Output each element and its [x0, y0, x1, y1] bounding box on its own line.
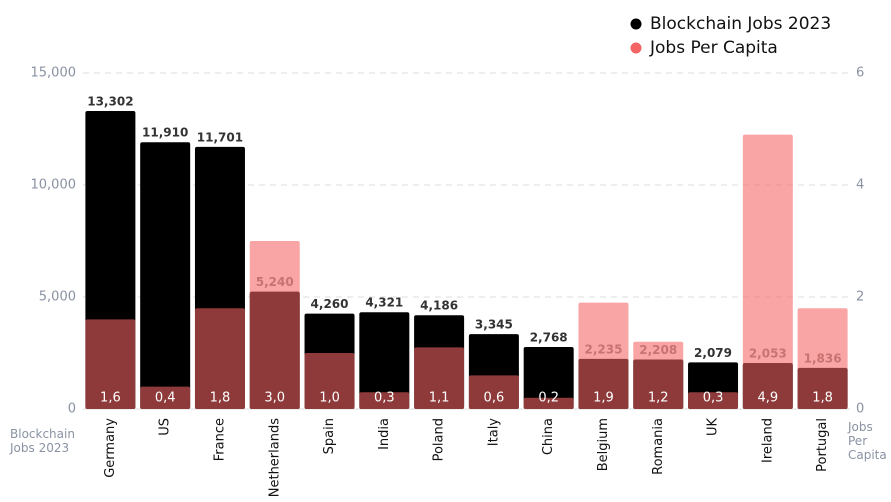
- x-tick-label: India: [377, 418, 392, 450]
- per-capita-label: 1,1: [429, 391, 450, 406]
- y-tick-label: 10,000: [31, 178, 77, 193]
- per-capita-label: 1,2: [648, 391, 669, 406]
- x-tick-label: Spain: [322, 418, 337, 454]
- y2-tick-label: 6: [856, 66, 864, 81]
- per-capita-label: 0,6: [484, 391, 505, 406]
- per-capita-bar: [468, 375, 519, 409]
- per-capita-bar: [85, 319, 136, 409]
- legend-marker: [630, 42, 642, 54]
- per-capita-label: 1,8: [210, 391, 231, 406]
- jobs-label: 1,836: [804, 351, 842, 365]
- jobs-label: 11,910: [142, 126, 188, 140]
- legend-label: Blockchain Jobs 2023: [650, 14, 831, 34]
- y-axis-title: Blockchain Jobs 2023: [9, 427, 75, 455]
- per-capita-label: 1,9: [593, 391, 614, 406]
- per-capita-bar: [633, 341, 684, 409]
- per-capita-label: 0,3: [374, 391, 395, 406]
- per-capita-bar: [523, 397, 574, 409]
- y2-tick-label: 0: [856, 402, 864, 417]
- jobs-bar: [140, 142, 191, 409]
- jobs-label: 5,240: [256, 275, 294, 289]
- jobs-label: 2,768: [530, 330, 568, 344]
- y-tick-label: 5,000: [39, 290, 76, 305]
- y2-axis-title: Jobs Per Capita: [847, 420, 887, 462]
- per-capita-label: 3,0: [264, 391, 285, 406]
- jobs-label: 4,186: [420, 299, 458, 313]
- per-capita-bar: [742, 134, 793, 409]
- x-tick-label: France: [212, 418, 227, 461]
- jobs-bar: [359, 312, 410, 409]
- jobs-label: 13,302: [87, 95, 133, 109]
- jobs-bar: [523, 346, 574, 409]
- x-tick-label: Poland: [432, 418, 447, 461]
- legend-label: Jobs Per Capita: [649, 38, 778, 58]
- jobs-label: 2,053: [749, 347, 787, 361]
- y2-tick-label: 2: [856, 290, 864, 305]
- per-capita-bar: [414, 347, 465, 409]
- x-tick-label: Netherlands: [267, 418, 282, 497]
- jobs-label: 4,260: [311, 297, 349, 311]
- per-capita-label: 0,4: [155, 391, 176, 406]
- x-tick-label: UK: [706, 418, 721, 437]
- per-capita-label: 0,3: [703, 391, 724, 406]
- legend-marker: [630, 18, 642, 30]
- per-capita-bar: [359, 392, 410, 409]
- y2-tick-label: 4: [856, 178, 864, 193]
- per-capita-bar: [249, 241, 300, 409]
- per-capita-bar: [797, 308, 848, 409]
- jobs-label: 2,208: [639, 343, 677, 357]
- jobs-label: 2,079: [694, 346, 732, 360]
- per-capita-label: 4,9: [757, 391, 778, 406]
- x-tick-label: Germany: [103, 418, 118, 478]
- per-capita-bar: [578, 302, 629, 409]
- x-tick-label: Italy: [486, 418, 501, 447]
- x-tick-label: Portugal: [815, 418, 830, 472]
- x-tick-label: China: [541, 418, 556, 455]
- per-capita-label: 1,8: [812, 391, 833, 406]
- jobs-label: 3,345: [475, 318, 513, 332]
- x-tick-label: US: [158, 418, 173, 436]
- per-capita-bar: [688, 392, 739, 409]
- y-tick-label: 0: [68, 402, 76, 417]
- per-capita-bar: [194, 308, 245, 409]
- per-capita-label: 0,2: [538, 391, 559, 406]
- per-capita-bar: [304, 353, 355, 409]
- x-tick-label: Ireland: [760, 418, 775, 463]
- per-capita-bar: [140, 386, 191, 409]
- x-tick-label: Romania: [651, 418, 666, 475]
- per-capita-label: 1,0: [319, 391, 340, 406]
- jobs-label: 11,701: [197, 130, 243, 144]
- per-capita-label: 1,6: [100, 391, 121, 406]
- jobs-label: 2,235: [584, 342, 622, 356]
- y-tick-label: 15,000: [31, 66, 77, 81]
- jobs-label: 4,321: [365, 296, 403, 310]
- x-tick-label: Belgium: [596, 418, 611, 471]
